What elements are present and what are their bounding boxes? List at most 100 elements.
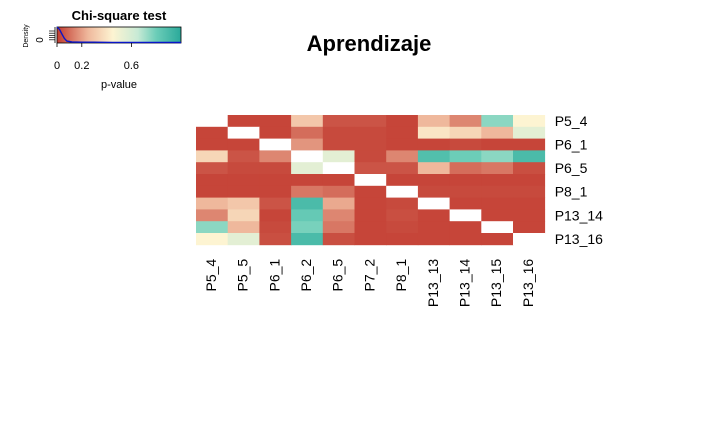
row-label: P6_5 bbox=[555, 160, 588, 176]
heatmap-cell bbox=[449, 185, 482, 198]
heatmap-cell bbox=[227, 150, 260, 163]
column-label: P6_2 bbox=[298, 259, 314, 292]
heatmap-cell bbox=[259, 150, 292, 163]
heatmap-cell bbox=[322, 209, 355, 222]
column-label: P6_1 bbox=[266, 259, 282, 292]
chart-title: Aprendizaje bbox=[307, 31, 432, 56]
heatmap-cell bbox=[481, 233, 514, 246]
heatmap-cell bbox=[417, 185, 450, 198]
heatmap-cell bbox=[513, 209, 546, 222]
heatmap-cell bbox=[513, 115, 546, 128]
heatmap-cell bbox=[291, 209, 324, 222]
heatmap-cell bbox=[259, 233, 292, 246]
heatmap-cell bbox=[196, 221, 229, 234]
heatmap-cell bbox=[322, 197, 355, 210]
heatmap-cell bbox=[259, 174, 292, 187]
color-key: Chi-square test 0 0.2 0.6 0 p-value Densit… bbox=[23, 8, 182, 91]
column-label: P5_4 bbox=[203, 259, 219, 292]
heatmap-cell bbox=[449, 126, 482, 139]
row-labels: P5_4 P6_1 P6_5 P8_1 P13_14 P13_16 bbox=[555, 113, 603, 247]
heatmap-cell bbox=[259, 197, 292, 210]
color-key-title: Chi-square test bbox=[72, 8, 167, 23]
heatmap-cell bbox=[354, 221, 387, 234]
heatmap-cell bbox=[259, 162, 292, 175]
heatmap-cell bbox=[259, 126, 292, 139]
heatmap-cell bbox=[322, 185, 355, 198]
heatmap-cell bbox=[513, 150, 546, 163]
heatmap-cell bbox=[513, 138, 546, 151]
heatmap-cell bbox=[481, 162, 514, 175]
heatmap-cell bbox=[196, 115, 229, 128]
heatmap-cell bbox=[481, 115, 514, 128]
heatmap-cell bbox=[291, 174, 324, 187]
heatmap-cell bbox=[481, 138, 514, 151]
heatmap-cell bbox=[449, 197, 482, 210]
heatmap-cell bbox=[322, 174, 355, 187]
heatmap-cell bbox=[354, 197, 387, 210]
heatmap-cell bbox=[322, 150, 355, 163]
heatmap-cell bbox=[354, 233, 387, 246]
heatmap-cell bbox=[354, 209, 387, 222]
heatmap-cell bbox=[227, 174, 260, 187]
row-label: P13_14 bbox=[555, 207, 603, 223]
heatmap-cell bbox=[322, 115, 355, 128]
column-labels: P5_4 P5_5 P6_1 P6_2 P6_5 P7_2 P8_1 P13_13 P13_14… bbox=[203, 259, 536, 307]
key-x-tick-label: 0.6 bbox=[124, 60, 139, 72]
heatmap-cell bbox=[227, 209, 260, 222]
heatmap-cell bbox=[354, 138, 387, 151]
key-x-tick-label: 0 bbox=[54, 60, 60, 72]
heatmap-cell bbox=[386, 221, 419, 234]
heatmap-cell bbox=[386, 162, 419, 175]
heatmap-cell bbox=[196, 233, 229, 246]
column-label: P5_5 bbox=[235, 259, 251, 292]
heatmap-cell bbox=[259, 221, 292, 234]
row-label: P8_1 bbox=[555, 184, 588, 200]
heatmap-cell bbox=[513, 174, 546, 187]
column-label: P13_16 bbox=[520, 259, 536, 307]
heatmap-cell bbox=[481, 126, 514, 139]
row-label: P13_16 bbox=[555, 231, 603, 247]
heatmap-cell bbox=[481, 174, 514, 187]
heatmap-cell bbox=[291, 162, 324, 175]
heatmap-cell bbox=[449, 150, 482, 163]
heatmap-cell bbox=[259, 185, 292, 198]
heatmap-cells bbox=[196, 115, 546, 246]
heatmap-cell bbox=[322, 126, 355, 139]
heatmap-cell bbox=[227, 185, 260, 198]
heatmap-cell bbox=[322, 221, 355, 234]
heatmap-cell bbox=[417, 150, 450, 163]
key-x-tick-label: 0.2 bbox=[74, 60, 89, 72]
heatmap-cell bbox=[417, 115, 450, 128]
column-label: P13_13 bbox=[425, 259, 441, 307]
heatmap-cell bbox=[227, 138, 260, 151]
heatmap-cell bbox=[227, 221, 260, 234]
key-y-tick-label: 0 bbox=[35, 37, 46, 43]
heatmap-cell bbox=[386, 115, 419, 128]
heatmap-cell bbox=[449, 233, 482, 246]
heatmap-cell bbox=[259, 209, 292, 222]
heatmap-cell bbox=[513, 233, 546, 246]
heatmap-cell bbox=[417, 197, 450, 210]
heatmap-cell bbox=[291, 126, 324, 139]
column-label: P8_1 bbox=[393, 259, 409, 292]
heatmap-cell bbox=[449, 115, 482, 128]
heatmap-cell bbox=[322, 162, 355, 175]
heatmap-cell bbox=[291, 150, 324, 163]
color-key-x-label: p-value bbox=[101, 79, 137, 91]
heatmap-cell bbox=[449, 162, 482, 175]
heatmap-cell bbox=[481, 209, 514, 222]
heatmap-cell bbox=[227, 233, 260, 246]
heatmap-cell bbox=[417, 126, 450, 139]
row-label: P6_1 bbox=[555, 137, 588, 153]
heatmap-cell bbox=[291, 233, 324, 246]
heatmap-cell bbox=[417, 221, 450, 234]
heatmap-cell bbox=[417, 233, 450, 246]
heatmap-cell bbox=[386, 185, 419, 198]
color-key-gradient-bar bbox=[56, 26, 182, 44]
heatmap-cell bbox=[259, 115, 292, 128]
column-label: P13_14 bbox=[457, 259, 473, 307]
heatmap-cell bbox=[386, 233, 419, 246]
heatmap-cell bbox=[417, 174, 450, 187]
heatmap-cell bbox=[513, 185, 546, 198]
